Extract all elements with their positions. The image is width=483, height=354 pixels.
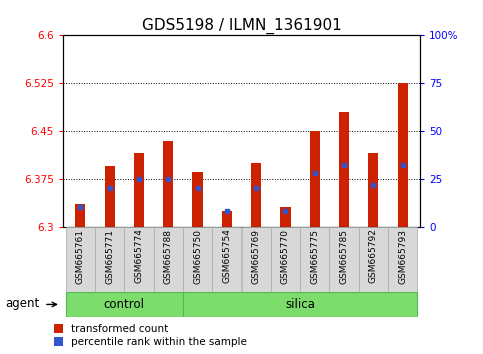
Text: GSM665788: GSM665788 xyxy=(164,229,173,284)
Bar xyxy=(183,227,212,292)
Bar xyxy=(222,211,232,227)
Text: GSM665750: GSM665750 xyxy=(193,229,202,284)
Bar xyxy=(398,83,408,227)
Legend: transformed count, percentile rank within the sample: transformed count, percentile rank withi… xyxy=(54,324,247,347)
Bar xyxy=(300,227,329,292)
Bar xyxy=(212,227,242,292)
Bar xyxy=(163,141,173,227)
Bar xyxy=(75,204,85,227)
Text: GSM665793: GSM665793 xyxy=(398,229,407,284)
Text: GSM665770: GSM665770 xyxy=(281,229,290,284)
Bar xyxy=(280,207,291,227)
Bar xyxy=(134,153,144,227)
Text: control: control xyxy=(104,298,145,311)
Bar xyxy=(310,131,320,227)
Text: GSM665771: GSM665771 xyxy=(105,229,114,284)
Text: GSM665769: GSM665769 xyxy=(252,229,261,284)
Bar xyxy=(192,172,203,227)
Text: GSM665785: GSM665785 xyxy=(340,229,349,284)
Bar xyxy=(104,166,115,227)
Title: GDS5198 / ILMN_1361901: GDS5198 / ILMN_1361901 xyxy=(142,18,341,34)
Bar xyxy=(388,227,417,292)
Bar xyxy=(251,163,261,227)
Text: GSM665761: GSM665761 xyxy=(76,229,85,284)
Text: agent: agent xyxy=(5,297,39,310)
Bar xyxy=(124,227,154,292)
Bar xyxy=(183,292,417,317)
Bar xyxy=(271,227,300,292)
Bar xyxy=(339,112,349,227)
Text: silica: silica xyxy=(285,298,315,311)
Bar xyxy=(66,292,183,317)
Bar xyxy=(95,227,124,292)
Bar xyxy=(368,153,379,227)
Text: GSM665775: GSM665775 xyxy=(310,229,319,284)
Bar xyxy=(359,227,388,292)
Text: GSM665774: GSM665774 xyxy=(134,229,143,284)
Bar xyxy=(329,227,359,292)
Bar xyxy=(66,227,95,292)
Text: GSM665754: GSM665754 xyxy=(222,229,231,284)
Bar xyxy=(154,227,183,292)
Text: GSM665792: GSM665792 xyxy=(369,229,378,284)
Bar xyxy=(242,227,271,292)
